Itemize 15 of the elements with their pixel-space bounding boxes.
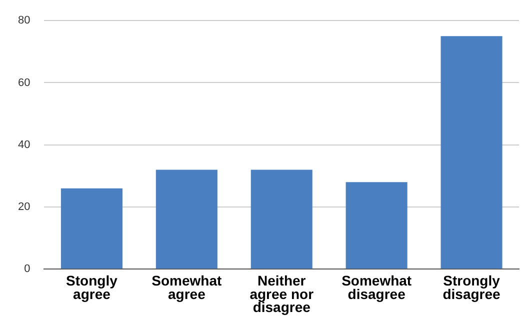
bar: [440, 36, 502, 269]
x-tick-label: Strongly disagree: [442, 272, 501, 302]
y-tick-label: 0: [24, 263, 30, 276]
x-tick-label: Somewhat agree: [152, 272, 222, 302]
y-tick-label: 60: [18, 76, 30, 89]
y-tick-label: 20: [18, 201, 30, 214]
x-tick-label: Stongly agree: [66, 272, 118, 302]
bar: [250, 170, 312, 269]
bar: [60, 188, 122, 269]
y-tick-label: 40: [18, 138, 30, 151]
x-tick-label: Neither agree nor disagree: [250, 272, 314, 316]
y-tick-label: 80: [18, 14, 30, 27]
bar: [346, 182, 408, 269]
bar: [156, 170, 218, 269]
x-tick-label: Somewhat disagree: [342, 272, 412, 302]
